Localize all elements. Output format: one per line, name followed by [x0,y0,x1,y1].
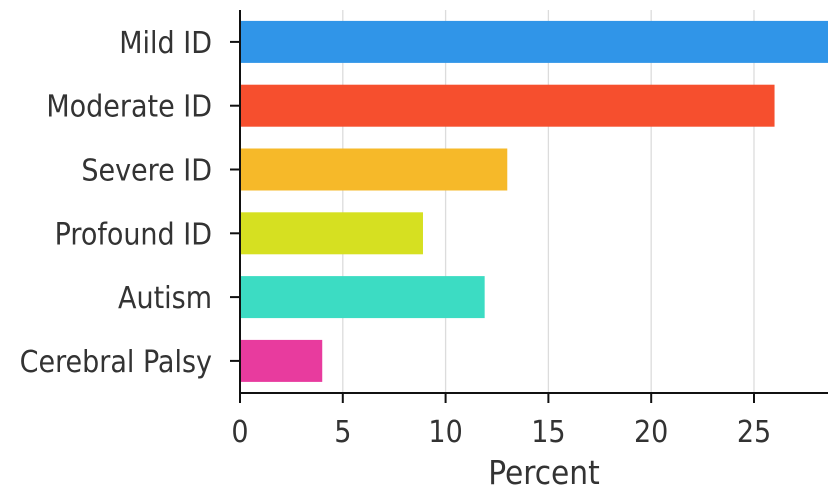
x-axis-ticks: 0 5 10 15 20 25 [231,393,771,450]
bars [240,20,828,382]
x-axis-title: Percent [488,453,600,490]
category-label: Autism [118,281,212,316]
x-tick-label: 20 [634,415,668,450]
category-label: Profound ID [55,217,212,252]
bar [240,148,508,191]
x-tick-label: 0 [231,415,248,450]
category-label: Severe ID [81,154,212,189]
bar [240,212,423,255]
y-axis-ticks: Mild ID Moderate ID Severe ID Profound ID Au… [20,26,240,380]
category-label: Moderate ID [46,90,212,125]
x-tick-label: 15 [531,415,565,450]
x-tick-label: 5 [334,415,351,450]
x-tick-label: 10 [428,415,462,450]
bar [240,339,323,382]
x-tick-label: 25 [737,415,771,450]
bar [240,84,775,127]
category-label: Mild ID [119,26,212,61]
category-label: Cerebral Palsy [20,345,212,380]
bar [240,276,485,319]
grid-lines [342,10,755,393]
bar [240,20,828,63]
